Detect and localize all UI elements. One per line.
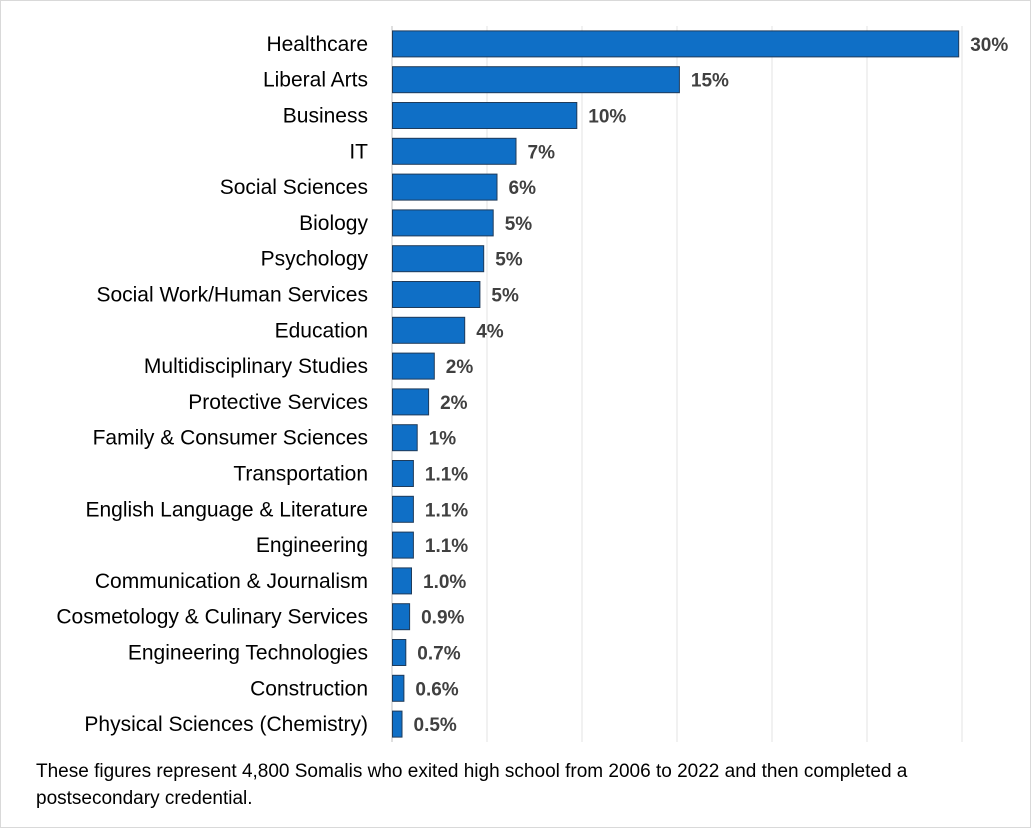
- category-label: Protective Services: [188, 391, 368, 414]
- bar: [392, 567, 412, 595]
- value-label: 10%: [588, 107, 626, 128]
- bar: [392, 209, 494, 237]
- category-label: Family & Consumer Sciences: [93, 427, 368, 450]
- bar: [392, 674, 405, 702]
- category-label: Construction: [250, 677, 368, 700]
- value-label: 30%: [970, 35, 1008, 56]
- category-label: Physical Sciences (Chemistry): [84, 713, 368, 736]
- value-label: 1.0%: [423, 572, 466, 593]
- bar: [392, 281, 481, 308]
- value-label: 7%: [528, 142, 556, 163]
- bar: [392, 102, 578, 129]
- category-label: Social Work/Human Services: [96, 284, 368, 307]
- labels: Healthcare 30% Liberal Arts 15% Business 10% I…: [56, 33, 1008, 736]
- bar: [392, 245, 485, 273]
- bar: [392, 388, 430, 416]
- value-label: 1.1%: [425, 500, 468, 521]
- category-label: Business: [283, 105, 368, 128]
- category-label: Liberal Arts: [263, 69, 368, 92]
- category-label: Psychology: [261, 248, 369, 271]
- category-label: Biology: [299, 212, 368, 235]
- value-label: 15%: [691, 71, 729, 92]
- value-label: 5%: [505, 214, 533, 235]
- value-label: 0.9%: [421, 608, 464, 629]
- value-label: 2%: [440, 393, 468, 414]
- bar: [392, 603, 411, 631]
- value-label: 5%: [491, 286, 519, 307]
- bar: [392, 66, 680, 94]
- chart-footnote: These figures represent 4,800 Somalis wh…: [36, 761, 908, 809]
- bar: [392, 173, 498, 201]
- bar: [392, 352, 435, 380]
- bar: [392, 424, 418, 452]
- value-label: 1.1%: [425, 465, 468, 486]
- category-label: IT: [349, 140, 368, 163]
- bar: [392, 316, 466, 344]
- bar: [392, 495, 414, 523]
- bars: [392, 30, 960, 738]
- bar: [392, 639, 407, 666]
- bar: [392, 531, 414, 559]
- value-label: 0.6%: [415, 679, 458, 700]
- category-label: Healthcare: [266, 33, 368, 56]
- category-label: English Language & Literature: [85, 498, 368, 521]
- value-label: 0.5%: [414, 715, 457, 736]
- bar: [392, 30, 960, 58]
- value-label: 2%: [446, 357, 474, 378]
- category-label: Communication & Journalism: [95, 570, 368, 593]
- bar: [392, 137, 517, 165]
- value-label: 6%: [509, 178, 537, 199]
- value-label: 1.1%: [425, 536, 468, 557]
- category-label: Cosmetology & Culinary Services: [56, 606, 368, 629]
- bar: [392, 710, 403, 738]
- category-label: Engineering Technologies: [128, 642, 368, 665]
- category-label: Transportation: [233, 463, 368, 486]
- category-label: Education: [275, 319, 368, 342]
- category-label: Social Sciences: [220, 176, 368, 199]
- value-label: 0.7%: [417, 644, 460, 665]
- value-label: 5%: [495, 250, 523, 271]
- value-label: 4%: [476, 321, 504, 342]
- category-label: Engineering: [256, 534, 368, 557]
- bar: [392, 460, 414, 487]
- category-label: Multidisciplinary Studies: [144, 355, 368, 378]
- value-label: 1%: [429, 429, 457, 450]
- gridlines: [391, 26, 963, 742]
